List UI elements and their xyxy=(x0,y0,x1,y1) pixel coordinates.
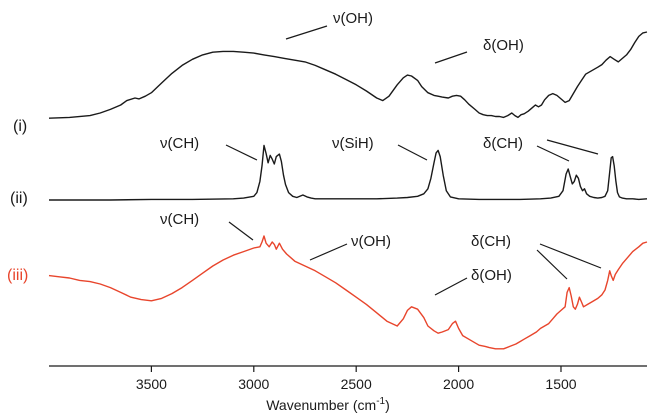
spectrum-line-ii xyxy=(49,144,648,201)
leader-nu-oh-iii xyxy=(309,243,348,261)
series-label-i: (i) xyxy=(13,118,27,135)
x-axis-ticks: 3500 3000 2500 2000 1500 xyxy=(136,366,577,392)
annotation-nu-sih-ii: ν(SiH) xyxy=(332,135,374,152)
leader-delta-ch-ii-a xyxy=(536,145,570,162)
annotation-nu-ch-ii: ν(CH) xyxy=(160,135,199,152)
annotation-delta-oh-iii: δ(OH) xyxy=(471,267,512,284)
leader-nu-sih-ii xyxy=(397,144,428,161)
x-axis-label-superscript: -1 xyxy=(376,396,385,407)
annotation-nu-oh-iii: ν(OH) xyxy=(351,233,391,250)
leader-nu-ch-ii xyxy=(225,144,258,161)
annotation-leaders xyxy=(225,25,602,296)
x-tick-label-2500: 2500 xyxy=(341,376,372,392)
annotation-delta-ch-ii: δ(CH) xyxy=(483,135,523,152)
x-tick-label-1500: 1500 xyxy=(545,376,576,392)
x-axis-label: Wavenumber (cm-1) xyxy=(266,396,390,413)
leader-nu-oh-i xyxy=(285,25,328,40)
spectrum-line-iii xyxy=(48,235,648,350)
leader-delta-oh-iii xyxy=(434,277,468,296)
annotation-nu-ch-iii: ν(CH) xyxy=(160,211,199,228)
leader-delta-ch-ii-b xyxy=(546,139,599,155)
series-label-iii: (iii) xyxy=(7,267,28,284)
leader-nu-ch-iii xyxy=(228,221,254,241)
x-axis-label-end: ) xyxy=(385,397,390,413)
leader-delta-ch-iii-a xyxy=(536,249,568,280)
x-tick-label-2000: 2000 xyxy=(443,376,474,392)
x-tick-label-3000: 3000 xyxy=(238,376,269,392)
x-axis-label-main: Wavenumber (cm xyxy=(266,397,376,413)
leader-delta-oh-i xyxy=(434,51,468,64)
spectrum-line-i xyxy=(48,31,648,119)
leader-delta-ch-iii-b xyxy=(539,243,602,269)
annotation-delta-oh-i: δ(OH) xyxy=(483,37,524,54)
series-label-ii: (ii) xyxy=(10,190,28,207)
annotation-delta-ch-iii: δ(CH) xyxy=(471,233,511,250)
x-tick-label-3500: 3500 xyxy=(136,376,167,392)
annotation-nu-oh-i: ν(OH) xyxy=(333,10,373,27)
